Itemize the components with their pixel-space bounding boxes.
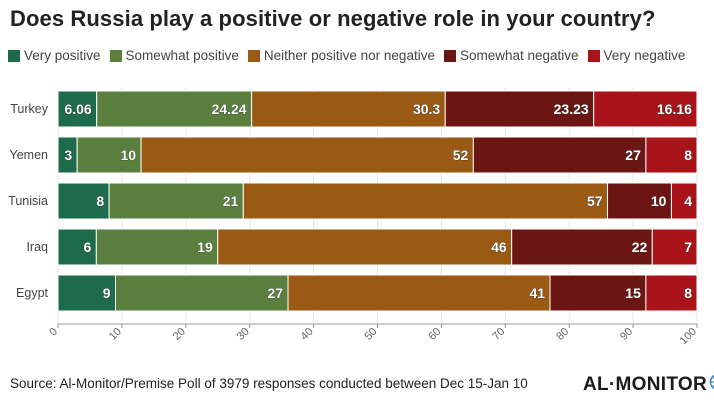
data-label: 4	[684, 193, 692, 209]
data-label: 7	[684, 239, 692, 255]
legend-item-neither: Neither positive nor negative	[247, 48, 435, 63]
legend-swatch	[247, 49, 260, 62]
bar-segment	[651, 228, 698, 266]
legend-label: Very negative	[603, 48, 686, 63]
legend-item-somewhat-positive: Somewhat positive	[109, 48, 239, 63]
legend-item-very-positive: Very positive	[8, 48, 101, 63]
bar-segment	[115, 274, 289, 312]
x-tick-label: 20	[171, 326, 188, 343]
globe-icon	[709, 373, 714, 397]
data-label: 9	[103, 285, 111, 301]
x-tick-label: 30	[235, 326, 252, 343]
bar-segment	[593, 90, 698, 128]
data-label: 10	[120, 147, 136, 163]
bar-segment	[549, 274, 647, 312]
al-monitor-logo: AL·MONITOR	[583, 373, 714, 397]
bar-segment	[76, 136, 142, 174]
data-label: 6.06	[64, 101, 91, 117]
bar-segment	[645, 274, 698, 312]
bar-segment	[95, 228, 219, 266]
x-tick-label: 70	[490, 326, 507, 343]
legend-label: Neither positive nor negative	[263, 48, 435, 63]
bar-segment	[472, 136, 647, 174]
x-tick-label: 100	[678, 326, 699, 347]
category-label: Tunisia	[8, 194, 48, 208]
data-label: 6	[84, 239, 92, 255]
x-tick-label: 50	[362, 326, 379, 343]
source-note: Source: Al-Monitor/Premise Poll of 3979 …	[10, 376, 528, 391]
data-label: 8	[684, 147, 692, 163]
bar-segment	[57, 274, 117, 312]
x-tick-label: 10	[107, 326, 124, 343]
data-label: 41	[529, 285, 545, 301]
data-label: 23.23	[554, 101, 589, 117]
data-label: 27	[625, 147, 641, 163]
logo-text: AL·MONITOR	[583, 374, 708, 395]
category-label: Iraq	[26, 240, 48, 254]
bar-segment	[645, 136, 698, 174]
bar-segment	[607, 182, 672, 220]
legend-label: Somewhat positive	[125, 48, 239, 63]
stacked-bar-chart: Turkey 6.06 24.24 30.3 23.23 16.16 Yemen 3 10 52 2…	[8, 87, 699, 347]
bar-segment	[511, 228, 653, 266]
data-label: 30.3	[413, 101, 440, 117]
bar-segment	[57, 228, 97, 266]
data-label: 24.24	[212, 101, 247, 117]
legend-swatch	[443, 49, 456, 62]
data-label: 27	[267, 285, 283, 301]
bar-segment	[57, 182, 110, 220]
bar-segment	[287, 274, 551, 312]
bar-segment	[217, 228, 513, 266]
category-label: Turkey	[10, 102, 48, 116]
legend-swatch	[109, 49, 122, 62]
data-label: 22	[632, 239, 648, 255]
data-label: 3	[64, 147, 72, 163]
legend-label: Somewhat negative	[459, 48, 579, 63]
legend-label: Very positive	[24, 48, 101, 63]
data-label: 15	[625, 285, 641, 301]
data-label: 8	[684, 285, 692, 301]
data-label: 57	[587, 193, 603, 209]
category-label: Egypt	[16, 286, 48, 300]
data-label: 10	[651, 193, 667, 209]
category-label: Yemen	[10, 148, 49, 162]
legend-item-very-negative: Very negative	[587, 48, 686, 63]
bar-segment	[57, 90, 98, 128]
bar-segment	[242, 182, 609, 220]
x-tick-label: 90	[618, 326, 635, 343]
x-tick-label: 40	[299, 326, 316, 343]
chart-title: Does Russia play a positive or negative …	[10, 6, 656, 31]
legend-swatch	[587, 49, 600, 62]
data-label: 46	[491, 239, 507, 255]
data-label: 21	[223, 193, 239, 209]
bar-segment	[670, 182, 698, 220]
bar-segment	[444, 90, 595, 128]
data-label: 8	[96, 193, 104, 209]
x-tick-label: 80	[554, 326, 571, 343]
legend: Very positive Somewhat positive Neither …	[8, 48, 685, 63]
data-label: 16.16	[657, 101, 692, 117]
x-tick-label: 60	[426, 326, 443, 343]
data-label: 19	[197, 239, 213, 255]
bar-segment	[96, 90, 253, 128]
data-label: 52	[453, 147, 469, 163]
legend-item-somewhat-negative: Somewhat negative	[443, 48, 579, 63]
bar-segment	[140, 136, 474, 174]
legend-swatch	[8, 49, 20, 62]
